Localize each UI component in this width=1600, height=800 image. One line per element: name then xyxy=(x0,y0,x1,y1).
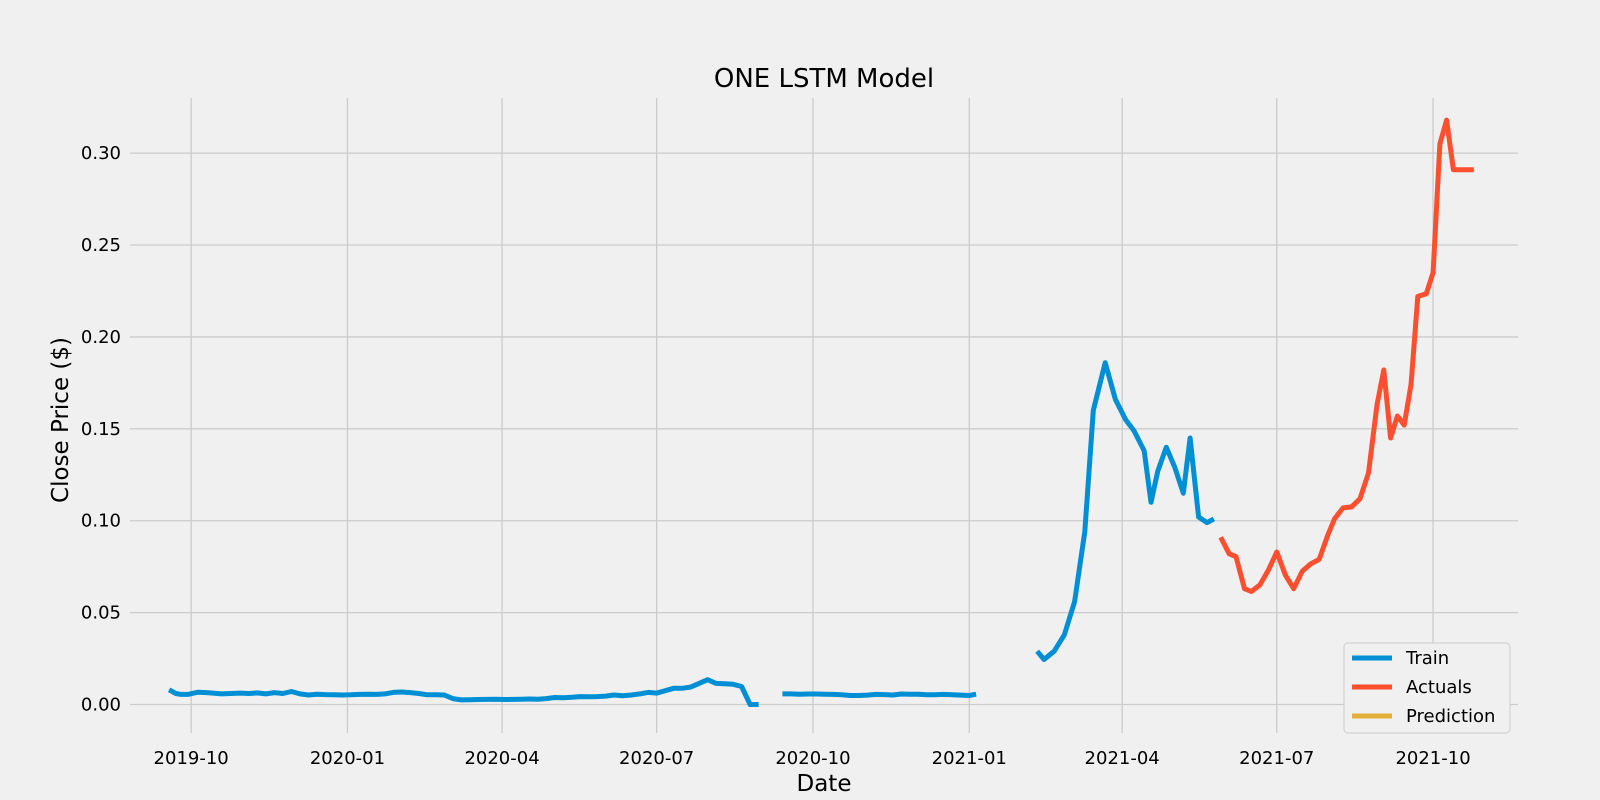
train-legend-label: Train xyxy=(1405,648,1449,669)
x-tick-label: 2019-10 xyxy=(154,748,229,769)
train-series-line xyxy=(1035,360,1216,662)
series-lines xyxy=(167,117,1474,707)
train-series-line xyxy=(782,691,977,698)
grid-lines xyxy=(130,98,1518,733)
y-tick-label: 0.25 xyxy=(81,235,121,256)
legend-box xyxy=(1343,642,1511,734)
actuals-series-line xyxy=(1218,117,1474,594)
y-axis-label: Close Price ($) xyxy=(48,337,74,503)
chart-title: ONE LSTM Model xyxy=(714,64,934,94)
x-tick-label: 2020-07 xyxy=(619,748,694,769)
y-tick-label: 0.30 xyxy=(81,143,121,164)
y-tick-label: 0.00 xyxy=(81,695,121,716)
y-tick-label: 0.05 xyxy=(81,603,121,624)
x-tick-label: 2021-04 xyxy=(1085,748,1160,769)
y-tick-label: 0.10 xyxy=(81,511,121,532)
x-axis-label: Date xyxy=(797,771,852,797)
y-tick-label: 0.20 xyxy=(81,327,121,348)
x-tick-label: 2020-10 xyxy=(775,748,850,769)
x-tick-label: 2021-01 xyxy=(932,748,1007,769)
x-tick-label: 2020-04 xyxy=(464,748,539,769)
actuals-legend-label: Actuals xyxy=(1406,677,1472,698)
x-tick-label: 2021-10 xyxy=(1395,748,1470,769)
x-tick-label: 2020-01 xyxy=(310,748,385,769)
x-tick-label: 2021-07 xyxy=(1239,748,1314,769)
train-series-line xyxy=(167,677,759,707)
legend: Train Actuals Prediction xyxy=(1343,642,1511,734)
y-tick-label: 0.15 xyxy=(81,419,121,440)
tick-labels: 2019-10 2020-01 2020-04 2020-07 2020-10 2021-… xyxy=(81,143,1471,769)
prediction-legend-label: Prediction xyxy=(1406,706,1495,727)
